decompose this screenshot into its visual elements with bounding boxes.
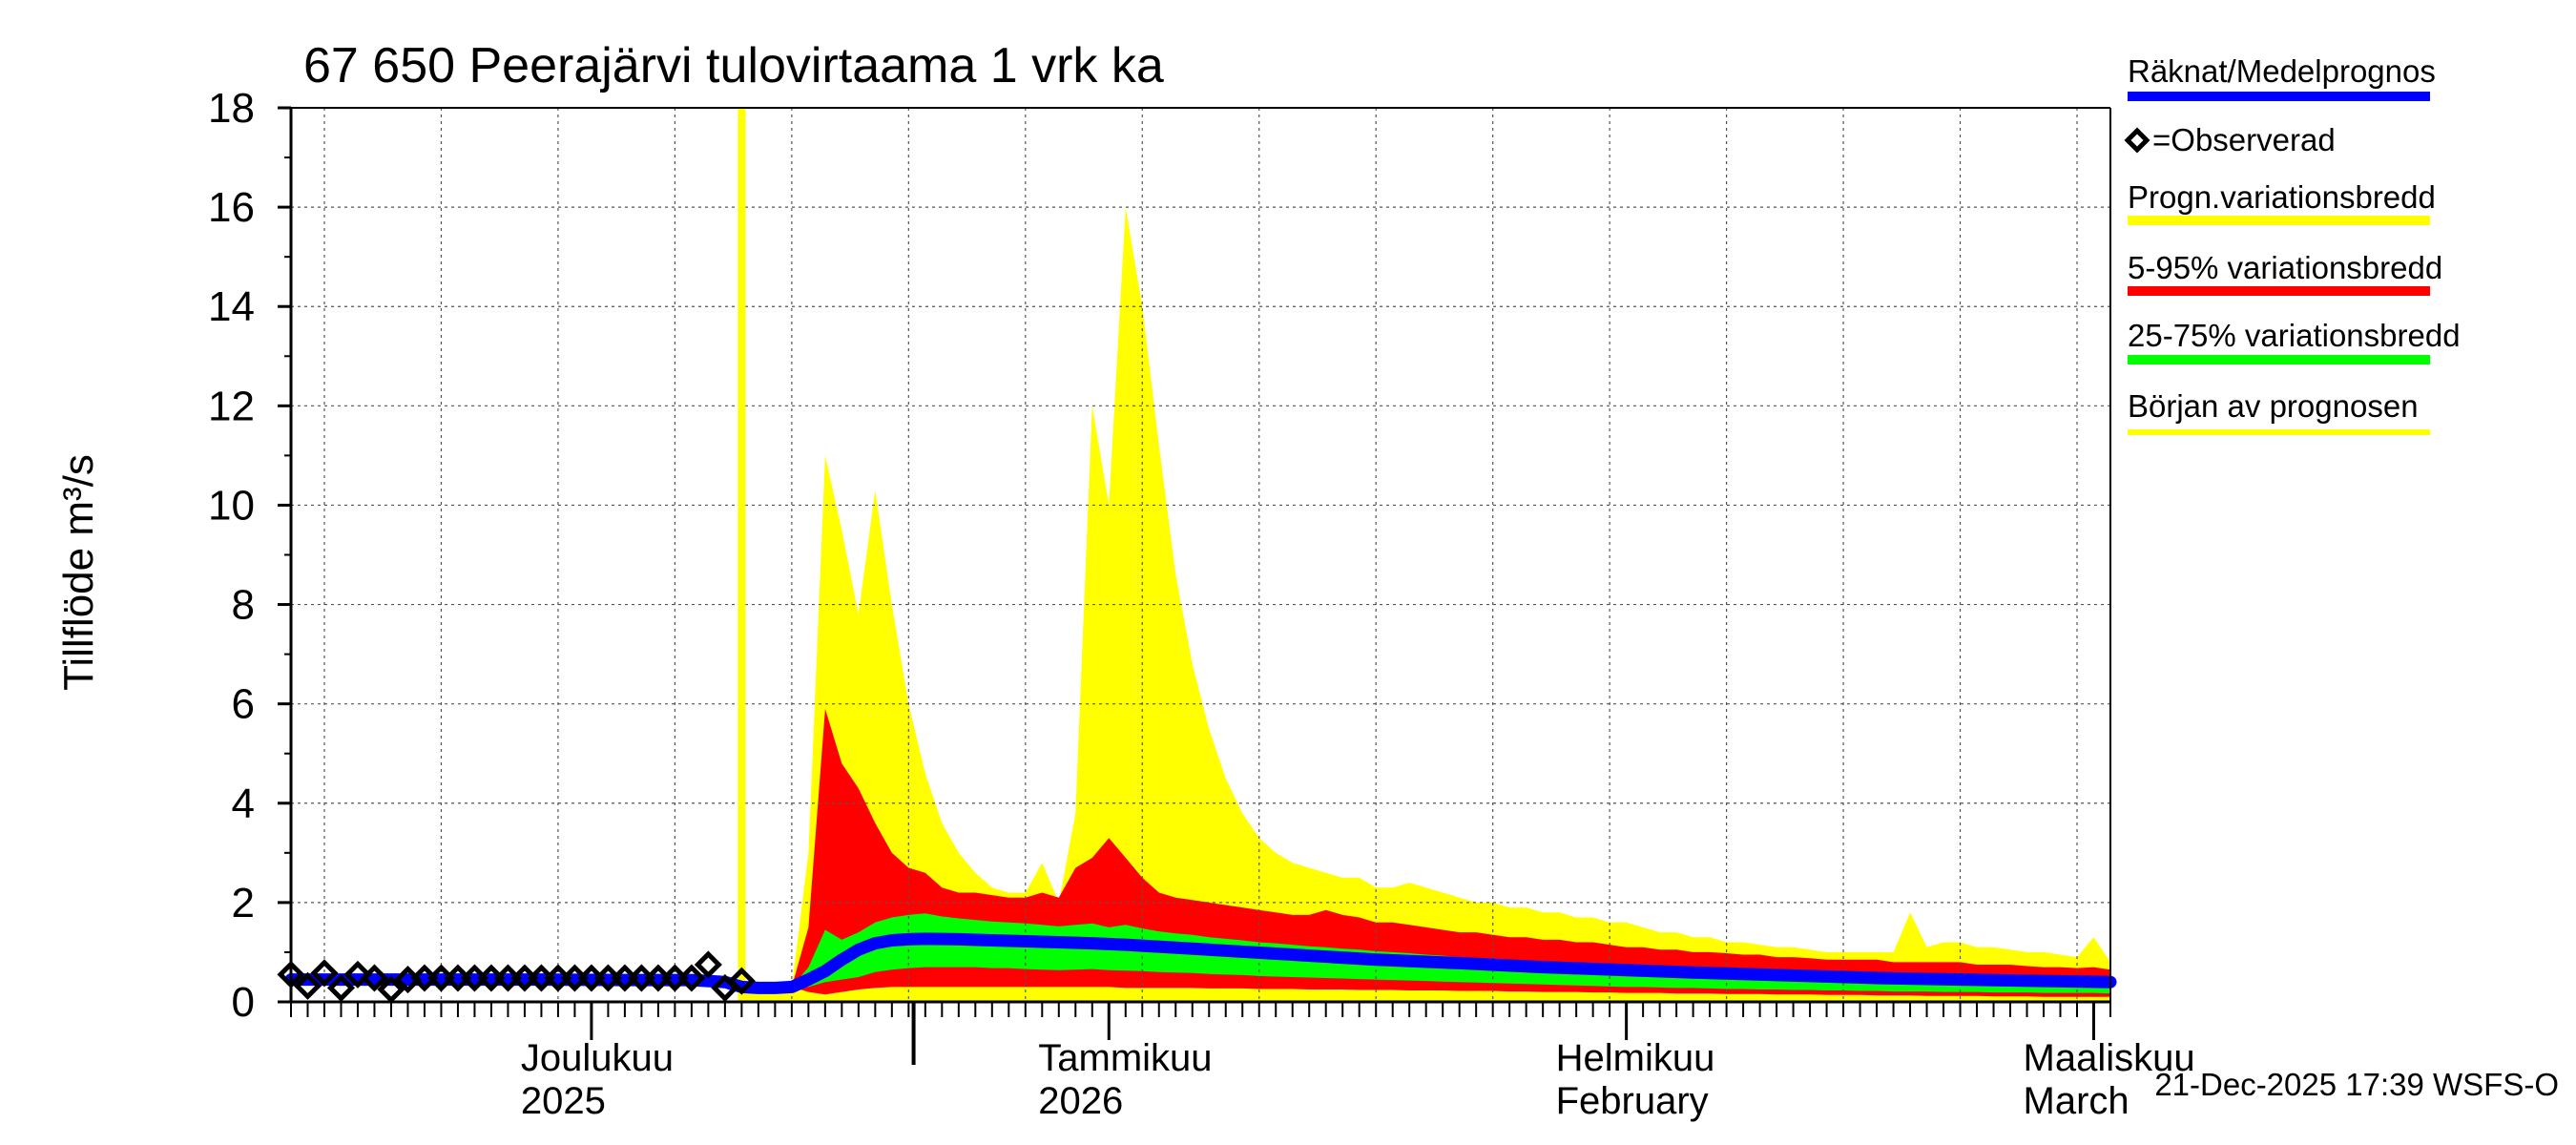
legend-swatch [2128,92,2430,101]
legend-label: Progn.variationsbredd [2128,179,2436,215]
y-tick-label: 14 [208,283,255,330]
y-axis-label: Tillflöde m³/s [55,454,102,691]
y-tick-label: 0 [232,979,255,1026]
observed-point [310,959,339,988]
legend-swatch [2128,355,2430,364]
observed-point [360,964,389,992]
series-mean-line [284,932,2117,994]
y-tick-label: 18 [208,85,255,132]
x-month-sublabel: March [2024,1080,2129,1122]
y-tick-label: 6 [232,681,255,728]
y-tick-label: 16 [208,184,255,231]
x-month-label: Maaliskuu [2024,1037,2195,1079]
observed-point [326,973,356,1002]
chart-title: 67 650 Peerajärvi tulovirtaama 1 vrk ka [303,38,1164,94]
x-month-sublabel: February [1556,1080,1709,1122]
band-prognosis-range [741,207,2110,1003]
legend-swatch [2128,286,2430,296]
legend-label: Räknat/Medelprognos [2128,53,2436,89]
observed-point [727,967,756,995]
y-tick-label: 4 [232,781,255,827]
footer-timestamp: 21-Dec-2025 17:39 WSFS-O [2154,1067,2559,1102]
observed-point [677,964,706,992]
series-lines [277,108,2117,1004]
y-tick-label: 12 [208,383,255,429]
legend-label: 25-75% variationsbredd [2128,318,2461,353]
x-month-label: Tammikuu [1038,1037,1212,1079]
x-month-sublabel: 2025 [521,1080,606,1122]
x-month-label: Helmikuu [1556,1037,1715,1079]
observed-point [377,975,405,1004]
legend-label: Början av prognosen [2128,388,2419,424]
y-tick-label: 2 [232,880,255,926]
observed-point [343,960,372,989]
legend-marker-observed [2124,127,2150,154]
y-tick-label: 10 [208,482,255,529]
legend-label: =Observerad [2152,122,2336,157]
legend-swatch [2128,216,2430,225]
legend: Räknat/Medelprognos =Observerad Progn.vari… [2124,53,2461,435]
y-tick-label: 8 [232,582,255,629]
observed-point [293,971,322,1000]
legend-label: 5-95% variationsbredd [2128,250,2442,285]
legend-swatch [2128,429,2430,435]
observed-point [694,950,722,979]
x-month-label: Joulukuu [521,1037,674,1079]
x-month-sublabel: 2026 [1038,1080,1123,1122]
